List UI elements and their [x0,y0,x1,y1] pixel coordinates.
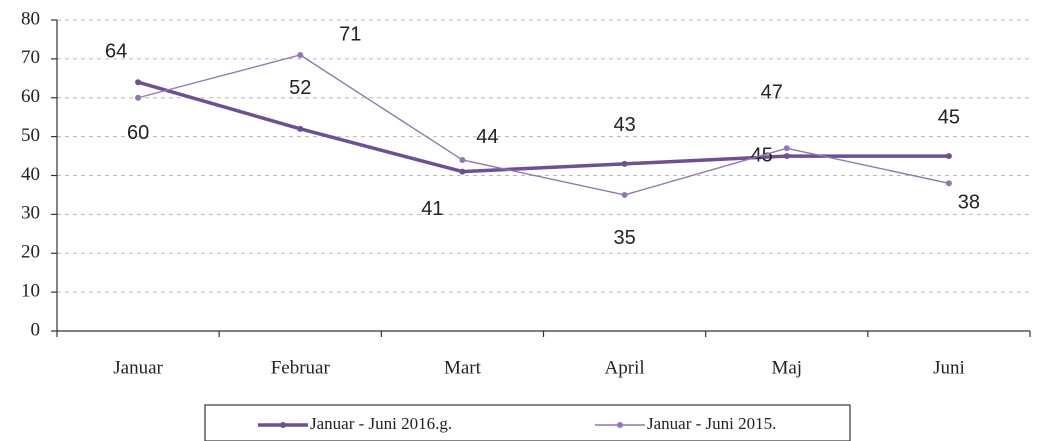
point [459,156,466,163]
data-label: 60 [127,122,149,144]
point [621,160,628,167]
x-tick-label: Februar [271,357,331,378]
point [297,51,304,58]
x-tick-label: Maj [771,357,802,378]
legend-box [204,404,851,441]
data-label: 52 [289,77,311,99]
y-tick-label: 10 [21,280,40,301]
y-tick-label: 40 [21,164,40,185]
data-label: 41 [421,198,443,220]
legend-label: Januar - Juni 2016.g. [310,414,452,433]
x-tick-label: Juni [933,357,965,378]
point [945,180,952,187]
series-line [137,54,950,196]
data-label: 35 [613,227,635,249]
data-label: 45 [938,106,960,128]
point [135,94,142,101]
y-tick-label: 30 [21,203,40,224]
data-label: 44 [476,126,498,148]
y-tick-label: 60 [21,86,40,107]
data-label: 71 [339,23,361,45]
point [945,153,952,160]
series-line [137,80,949,174]
data-label: 43 [613,114,635,136]
y-tick-label: 0 [31,319,41,340]
point [783,153,790,160]
y-tick-label: 50 [21,125,40,146]
y-tick-label: 80 [21,8,40,29]
data-label: 64 [105,40,127,62]
point [621,191,628,198]
data-label: 38 [958,192,980,214]
point [783,145,790,152]
point [135,79,142,86]
legend-label: Januar - Juni 2015. [647,414,776,433]
x-tick-label: Januar [113,357,163,378]
data-label: 47 [761,82,783,104]
x-tick-label: Mart [444,357,482,378]
legend-marker [617,422,623,428]
y-tick-label: 20 [21,242,40,263]
x-tick-label: April [605,357,645,378]
legend-marker [280,422,286,428]
point [459,168,466,175]
y-tick-label: 70 [21,47,40,68]
point [297,125,304,132]
